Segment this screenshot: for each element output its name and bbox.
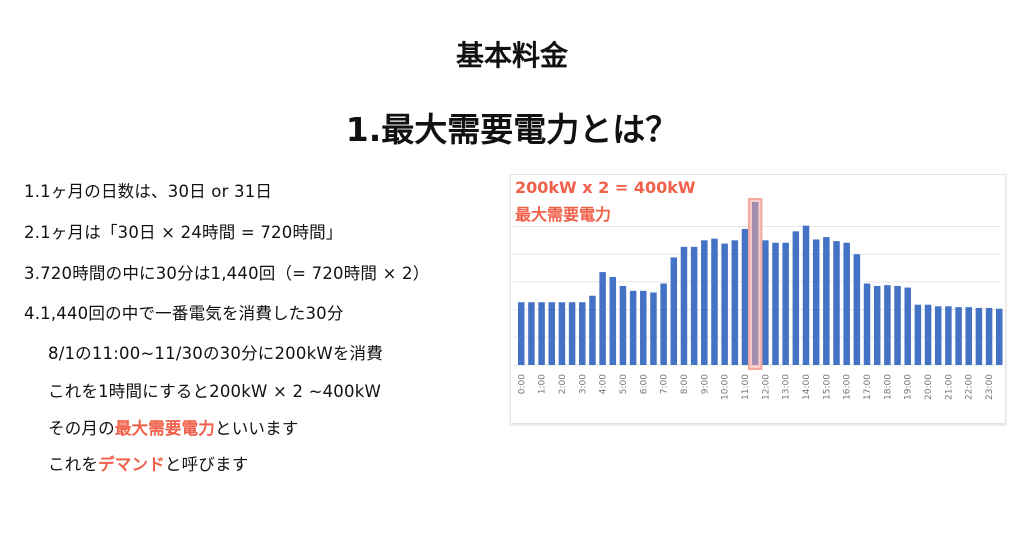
bar <box>558 302 566 365</box>
bar <box>640 290 647 365</box>
x-tick-label: 12:00 <box>761 374 771 400</box>
bar <box>894 285 901 365</box>
bar <box>985 307 993 365</box>
bar <box>650 292 657 365</box>
bar <box>548 302 556 365</box>
x-tick-label: 16:00 <box>843 374 853 400</box>
line-text: その月の <box>48 419 115 438</box>
bar <box>904 287 911 365</box>
bar <box>741 228 749 365</box>
bar <box>914 304 922 365</box>
bar <box>619 285 627 365</box>
bar <box>589 295 596 365</box>
x-tick-label: 3:00 <box>578 374 588 394</box>
x-tick-label: 23:00 <box>985 374 995 400</box>
list-item: 1.1ヶ月の日数は、30日 or 31日 <box>24 178 272 202</box>
x-tick-label: 8:00 <box>680 374 690 394</box>
bar <box>538 302 545 365</box>
demand-chart: 0:00 1:00 2:00 3:00 4:00 5:00 6:00 7:00 8:00 9:00… <box>510 174 1006 424</box>
chart-annotation-formula: 200kW x 2 = 400kW <box>515 178 696 197</box>
bar <box>975 307 983 365</box>
line-text: これを <box>48 455 99 474</box>
bar <box>945 306 952 365</box>
bar <box>579 302 586 365</box>
slide-title: 基本料金 <box>455 39 568 72</box>
bar <box>721 243 728 365</box>
bar <box>690 246 698 365</box>
bar <box>934 306 942 365</box>
line-text: 1.1ヶ月の日数は、30日 or 31日 <box>24 182 273 201</box>
bar <box>660 283 667 365</box>
list-item: これを1時間にすると200kW × 2 ~400kW <box>48 378 381 402</box>
x-tick-label: 14:00 <box>802 374 812 400</box>
x-tick-label: 9:00 <box>700 374 710 394</box>
bar <box>792 231 800 365</box>
line-text: これを1時間にすると200kW × 2 ~400kW <box>48 382 381 401</box>
list-item: その月の最大需要電力といいます <box>48 415 299 439</box>
bar <box>711 238 718 365</box>
bar <box>762 240 769 365</box>
x-tick-label: 15:00 <box>822 374 832 400</box>
x-tick-label: 22:00 <box>965 374 975 400</box>
bar <box>833 241 840 365</box>
bar <box>802 225 810 365</box>
line-text: と呼びます <box>164 455 249 474</box>
bar <box>965 307 972 365</box>
bar <box>863 283 871 365</box>
list-item: 2.1ヶ月は「30日 × 24時間 = 720時間」 <box>24 219 343 243</box>
bar <box>568 302 576 365</box>
x-tick-label: 13:00 <box>782 374 792 400</box>
x-tick-label: 21:00 <box>944 374 954 400</box>
slide-subtitle: 1.最大需要電力とは？ <box>345 110 679 149</box>
x-tick-label: 19:00 <box>904 374 914 400</box>
list-item: 8/1の11:00~11/30の30分に200kWを消費 <box>48 340 383 364</box>
line-text: 4.1,440回の中で一番電気を消費した30分 <box>24 304 344 323</box>
bar <box>701 240 708 365</box>
bar <box>629 290 637 365</box>
x-tick-label: 17:00 <box>863 374 873 400</box>
bar <box>995 308 1003 365</box>
bar <box>884 285 891 365</box>
bar <box>843 242 850 365</box>
bar <box>853 254 861 365</box>
line-text: 3.720時間の中に30分は1,440回（= 720時間 × 2） <box>24 264 430 283</box>
x-tick-label: 7:00 <box>660 374 670 394</box>
line-text: 2.1ヶ月は「30日 × 24時間 = 720時間」 <box>24 223 343 242</box>
chart-annotation-label: 最大需要電力 <box>515 205 612 224</box>
x-tick-label: 6:00 <box>639 374 649 394</box>
list-item: 4.1,440回の中で一番電気を消費した30分 <box>24 300 344 324</box>
x-tick-label: 0:00 <box>517 374 527 394</box>
x-tick-label: 4:00 <box>599 374 609 394</box>
bar <box>772 242 779 365</box>
highlight-term: デマンド <box>98 455 165 474</box>
x-tick-label: 11:00 <box>741 374 751 400</box>
bar <box>782 242 789 365</box>
line-text: 8/1の11:00~11/30の30分に200kWを消費 <box>48 344 383 363</box>
list-item: 3.720時間の中に30分は1,440回（= 720時間 × 2） <box>24 260 429 284</box>
highlight-term: 最大需要電力 <box>114 419 216 438</box>
bar <box>731 240 739 365</box>
demand-bar-chart: 0:00 1:00 2:00 3:00 4:00 5:00 6:00 7:00 8:00 9:00… <box>513 198 1003 400</box>
x-tick-label: 18:00 <box>883 374 893 400</box>
bar <box>812 239 820 365</box>
peak-highlight <box>747 198 763 370</box>
bar <box>670 257 678 365</box>
x-tick-label: 5:00 <box>619 374 629 394</box>
x-tick-label: 10:00 <box>721 374 731 400</box>
list-item: これをデマンドと呼びます <box>48 451 248 475</box>
bar <box>823 237 830 365</box>
bar <box>955 307 962 365</box>
bar <box>609 276 617 365</box>
bar <box>924 304 932 365</box>
bar <box>528 302 535 365</box>
x-tick-label: 2:00 <box>558 374 568 394</box>
bar <box>680 246 688 365</box>
x-tick-label: 20:00 <box>924 374 934 400</box>
x-tick-label: 1:00 <box>538 374 548 394</box>
bar <box>518 302 525 365</box>
bar <box>873 285 881 365</box>
bar <box>599 272 606 365</box>
line-text: といいます <box>215 419 299 438</box>
